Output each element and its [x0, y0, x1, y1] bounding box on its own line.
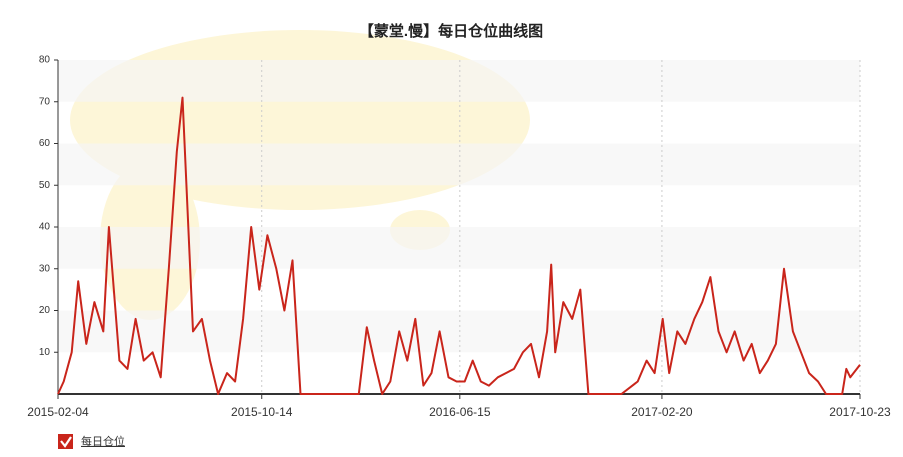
- y-tick-label: 20: [39, 305, 51, 316]
- x-tick-label: 2017-10-23: [829, 405, 891, 419]
- chart-title: 【蒙堂.慢】每日仓位曲线图: [359, 22, 543, 40]
- legend-label[interactable]: 每日仓位: [81, 434, 125, 448]
- x-tick-label: 2016-06-15: [429, 405, 491, 419]
- y-tick-label: 60: [39, 138, 51, 149]
- legend-check: [60, 436, 72, 448]
- grid-band: [58, 143, 860, 186]
- y-tick-label: 10: [39, 347, 51, 358]
- y-tick-label: 70: [39, 96, 51, 107]
- y-tick-label: 50: [39, 180, 51, 191]
- series-line: [57, 96, 861, 395]
- x-tick-label: 2015-02-04: [27, 405, 89, 419]
- y-tick-label: 30: [39, 263, 51, 274]
- grid-band: [58, 60, 860, 102]
- y-tick-label: 80: [39, 55, 51, 66]
- grid-band: [58, 227, 860, 269]
- x-tick-label: 2015-10-14: [231, 405, 293, 419]
- x-tick-label: 2017-02-20: [631, 405, 693, 419]
- y-tick-label: 40: [39, 222, 51, 233]
